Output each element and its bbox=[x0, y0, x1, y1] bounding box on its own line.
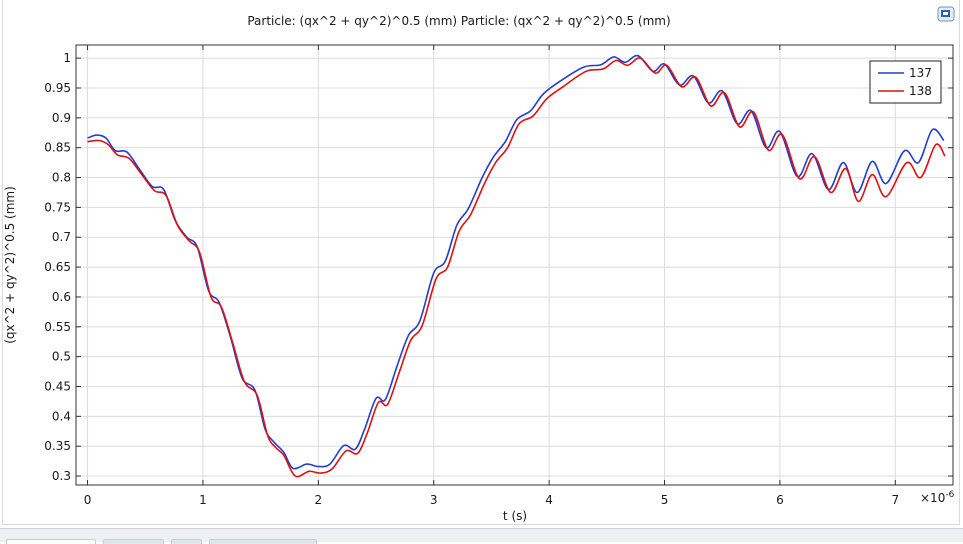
window-icon[interactable] bbox=[937, 6, 955, 22]
x-tick-label: 1 bbox=[199, 493, 207, 507]
y-tick-label: 0.65 bbox=[44, 260, 71, 274]
plot-window: Particle: (qx^2 + qy^2)^0.5 (mm) Particl… bbox=[0, 0, 963, 528]
y-tick-label: 0.85 bbox=[44, 141, 71, 155]
y-tick-label: 0.95 bbox=[44, 81, 71, 95]
y-axis-ticks: 0.3 0.35 0.4 0.45 0.5 0.55 0.6 0.65 0.7 0.75 0.8 0.… bbox=[44, 51, 953, 483]
y-tick-label: 0.6 bbox=[52, 290, 71, 304]
legend-label-137: 137 bbox=[909, 66, 932, 80]
x-multiplier-exponent: -6 bbox=[945, 490, 954, 500]
legend-label-138: 138 bbox=[909, 84, 932, 98]
legend-box bbox=[869, 60, 942, 104]
x-tick-label: 7 bbox=[891, 493, 899, 507]
legend[interactable]: 137 138 bbox=[869, 60, 942, 104]
y-tick-label: 0.7 bbox=[52, 230, 71, 244]
x-tick-label: 0 bbox=[84, 493, 92, 507]
x-tick-label: 5 bbox=[661, 493, 669, 507]
x-axis-label: t (s) bbox=[503, 509, 527, 523]
y-axis-label: (qx^2 + qy^2)^0.5 (mm) bbox=[3, 186, 17, 344]
x-tick-label: 4 bbox=[545, 493, 553, 507]
y-tick-label: 0.4 bbox=[52, 409, 71, 423]
plot-area bbox=[75, 44, 954, 486]
y-tick-label: 0.3 bbox=[52, 469, 71, 483]
grid-lines bbox=[76, 45, 953, 485]
y-tick-label: 0.35 bbox=[44, 439, 71, 453]
bottom-tab-2[interactable] bbox=[103, 539, 164, 544]
x-axis-ticks: 0 1 2 3 4 5 6 7 bbox=[84, 45, 899, 507]
bottom-tab-bar bbox=[0, 528, 963, 544]
y-tick-label: 0.55 bbox=[44, 320, 71, 334]
x-tick-label: 6 bbox=[776, 493, 784, 507]
bottom-tab-1[interactable] bbox=[6, 539, 96, 544]
y-tick-label: 0.45 bbox=[44, 379, 71, 393]
line-chart[interactable]: Particle: (qx^2 + qy^2)^0.5 (mm) Particl… bbox=[0, 0, 963, 528]
chart-title: Particle: (qx^2 + qy^2)^0.5 (mm) Particl… bbox=[247, 14, 670, 28]
series-lines bbox=[87, 54, 946, 478]
y-tick-label: 0.9 bbox=[52, 111, 71, 125]
x-tick-label: 2 bbox=[315, 493, 323, 507]
bottom-tab-3[interactable] bbox=[171, 539, 202, 544]
series-line-138 bbox=[87, 57, 946, 478]
x-multiplier: ×10-6 bbox=[920, 490, 955, 505]
y-tick-label: 0.75 bbox=[44, 200, 71, 214]
y-tick-label: 0.8 bbox=[52, 171, 71, 185]
plot-frame bbox=[2, 0, 960, 525]
bottom-tab-4[interactable] bbox=[209, 539, 317, 544]
y-tick-label: 0.5 bbox=[52, 350, 71, 364]
x-tick-label: 3 bbox=[430, 493, 438, 507]
y-tick-label: 1 bbox=[63, 51, 71, 65]
